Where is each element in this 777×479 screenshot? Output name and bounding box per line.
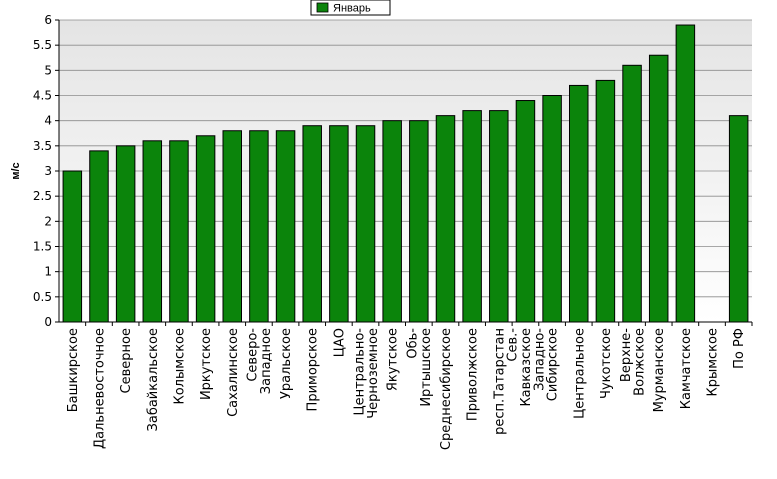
y-tick-label: 4: [44, 114, 52, 128]
bar[interactable]: [675, 24, 696, 323]
bar[interactable]: [302, 125, 322, 323]
bar[interactable]: [648, 54, 669, 323]
y-tick-label: 2: [44, 214, 52, 228]
bar[interactable]: [595, 79, 616, 323]
y-tick-labels: 0 0.5 1 1.5 2 2.5 3 3.5 4 4.5 5 5.5 6: [33, 13, 59, 329]
x-tick-label: Крымское: [706, 328, 721, 397]
x-tick-label: По РФ: [732, 328, 747, 369]
y-tick-label: 2.5: [33, 189, 52, 203]
y-tick-label: 3: [44, 164, 52, 178]
y-tick-label: 6: [44, 13, 52, 27]
x-tick-label: Приволжское: [466, 328, 481, 421]
bar[interactable]: [142, 140, 163, 323]
y-tick-label: 1: [44, 265, 52, 279]
x-tick-label: Сев.-: [505, 328, 520, 362]
x-tick-label: Забайкальское: [146, 328, 161, 431]
bar[interactable]: [622, 64, 642, 323]
x-tick-label: Сахалинское: [226, 328, 241, 417]
x-tick-label: Верхне-: [619, 328, 634, 382]
x-tick-label: Центрально-: [352, 328, 367, 416]
y-tick-label: 5: [44, 63, 52, 77]
legend-label: Январь: [333, 3, 371, 15]
bar[interactable]: [542, 95, 562, 323]
x-tick-label: Северо-: [246, 328, 261, 382]
x-tick-label: Кавказское: [519, 328, 534, 407]
x-tick-label: Сибирское: [546, 328, 561, 401]
y-axis-label: м/с: [10, 162, 22, 179]
x-tick-label: Западное: [259, 328, 274, 394]
bar[interactable]: [62, 170, 83, 323]
y-tick-label: 0: [44, 315, 52, 329]
bar[interactable]: [275, 130, 296, 323]
y-tick-label: 1.5: [33, 240, 52, 254]
x-tick-label: Башкирское: [66, 328, 81, 412]
x-tick-label: респ.Татарстан: [492, 328, 507, 435]
x-tick-label: Обь-: [406, 328, 421, 359]
bar[interactable]: [89, 150, 109, 323]
x-tick-label: Северное: [119, 328, 134, 393]
x-tick-label: Якутское: [386, 328, 401, 391]
legend[interactable]: Январь: [310, 0, 391, 16]
bars: [62, 24, 749, 323]
bar[interactable]: [409, 120, 429, 323]
x-tick-label: Дальневосточное: [92, 328, 107, 449]
bar[interactable]: [195, 135, 216, 323]
y-tick-label: 5.5: [33, 38, 52, 52]
x-tick-label: Мурманское: [652, 328, 667, 412]
x-tick-label: Приморское: [306, 328, 321, 411]
y-tick-label: 3.5: [33, 139, 52, 153]
bar[interactable]: [382, 120, 402, 323]
x-tick-labels: Башкирское Дальневосточное Северное Забайка…: [66, 322, 753, 450]
x-tick-label: Камчатское: [679, 328, 694, 409]
bar[interactable]: [329, 125, 349, 323]
legend-box: [310, 0, 391, 16]
x-tick-label: Волжское: [632, 328, 647, 396]
bar[interactable]: [222, 130, 242, 323]
legend-swatch: [316, 2, 329, 13]
bar[interactable]: [115, 145, 136, 323]
x-tick-label: Уральское: [279, 328, 294, 399]
x-tick-label: Среднесибирское: [439, 328, 454, 450]
x-tick-label: Колымское: [172, 328, 187, 405]
x-tick-label: ЦАО: [332, 328, 347, 357]
x-tick-label: Черноземное: [366, 328, 381, 419]
x-tick-label: Чукотское: [599, 328, 614, 399]
bar[interactable]: [249, 130, 269, 323]
y-tick-label: 4.5: [33, 89, 52, 103]
x-tick-label: Иртышское: [419, 328, 434, 407]
bar[interactable]: [569, 84, 589, 323]
y-tick-label: 0.5: [33, 290, 52, 304]
bar[interactable]: [515, 100, 536, 323]
bar[interactable]: [462, 110, 482, 323]
bar[interactable]: [489, 110, 509, 323]
bar[interactable]: [169, 140, 189, 323]
bar[interactable]: [435, 115, 456, 323]
x-tick-label: Иркутское: [199, 328, 214, 400]
x-tick-label: Западно-: [532, 328, 547, 391]
bar[interactable]: [355, 125, 376, 323]
bar[interactable]: [728, 115, 749, 323]
x-tick-label: Центральное: [572, 328, 587, 419]
